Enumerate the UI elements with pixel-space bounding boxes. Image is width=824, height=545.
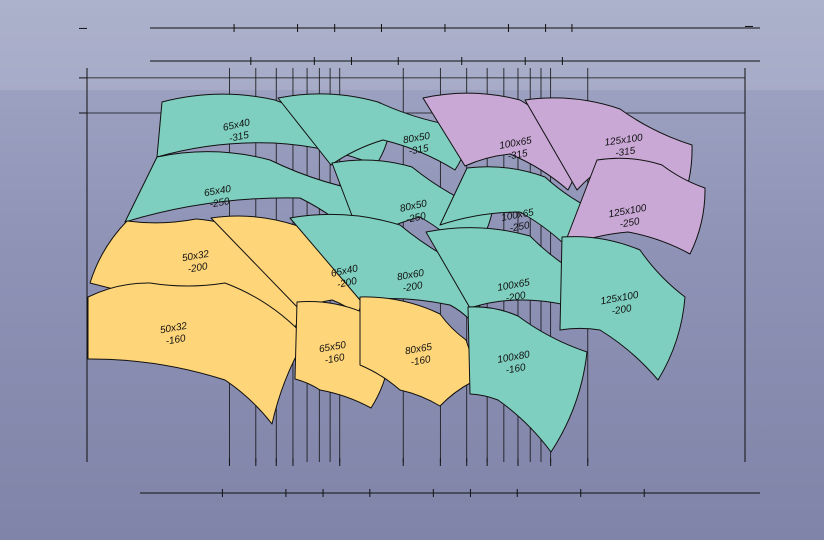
region-label-line: -200 bbox=[336, 276, 358, 291]
region-label-50x32-200: 50x32-200 bbox=[181, 249, 212, 276]
region-label-line: -200 bbox=[505, 290, 527, 304]
region-label-80x60-200: 80x60-200 bbox=[396, 268, 427, 295]
region-label-80x65-160: 80x65-160 bbox=[404, 342, 435, 369]
region-label-line: -250 bbox=[405, 211, 427, 226]
region-label-line: 65x50 bbox=[318, 340, 347, 356]
region-label-line: 80x60 bbox=[396, 268, 425, 284]
region-label-65x40-200: 65x40-200 bbox=[330, 263, 362, 291]
pump-range-125x100-250 bbox=[562, 157, 706, 255]
region-label-80x50-315: 80x50-315 bbox=[402, 131, 433, 158]
region-label-100x80-160: 100x80-160 bbox=[496, 349, 533, 377]
region-label-line: 80x50 bbox=[402, 131, 431, 147]
region-label-65x40-315: 65x40-315 bbox=[222, 117, 254, 145]
region-label-line: -250 bbox=[509, 220, 531, 234]
region-label-line: 50x32 bbox=[181, 249, 210, 265]
region-label-line: -160 bbox=[410, 354, 432, 368]
region-label-line: -250 bbox=[209, 196, 231, 210]
region-label-line: -160 bbox=[505, 362, 527, 376]
region-label-80x50-250: 80x50-250 bbox=[399, 198, 431, 226]
region-label-100x65-200: 100x65-200 bbox=[496, 277, 533, 305]
region-label-line: 65x40 bbox=[203, 184, 232, 200]
axes bbox=[79, 24, 760, 497]
region-label-65x40-250: 65x40-250 bbox=[203, 184, 234, 211]
region-label-line: -200 bbox=[187, 261, 209, 275]
region-label-line: 80x65 bbox=[404, 342, 433, 358]
pump-range-125x100-200 bbox=[559, 236, 686, 381]
region-label-line: -315 bbox=[507, 148, 529, 162]
region-label-line: -250 bbox=[619, 216, 641, 230]
region-labels: 65x40-315 80x50-315 100x65-315125x100-3156… bbox=[159, 117, 650, 377]
plot-frame bbox=[86, 68, 746, 462]
region-label-125x100-315: 125x100-315 bbox=[604, 132, 646, 160]
region-label-50x32-160: 50x32-160 bbox=[159, 321, 190, 348]
region-label-line: -315 bbox=[408, 143, 430, 157]
region-label-125x100-200: 125x100-200 bbox=[600, 290, 642, 319]
pump-range-regions bbox=[87, 92, 706, 453]
region-label-line: -160 bbox=[324, 352, 346, 366]
region-label-line: -315 bbox=[615, 146, 637, 160]
region-label-line: -200 bbox=[611, 303, 633, 317]
region-label-125x100-250: 125x100-250 bbox=[608, 203, 650, 232]
region-label-100x65-315: 100x65-315 bbox=[498, 135, 535, 163]
region-label-100x65-250: 100x65-250 bbox=[500, 207, 537, 235]
region-label-line: 50x32 bbox=[159, 321, 188, 337]
region-label-line: -315 bbox=[228, 130, 250, 145]
pump-range-100x80-160 bbox=[467, 306, 588, 453]
region-label-65x50-160: 65x50-160 bbox=[318, 340, 349, 367]
region-label-line: -160 bbox=[165, 333, 187, 347]
region-label-line: 125x100 bbox=[604, 132, 644, 148]
region-label-line: -200 bbox=[402, 280, 424, 294]
